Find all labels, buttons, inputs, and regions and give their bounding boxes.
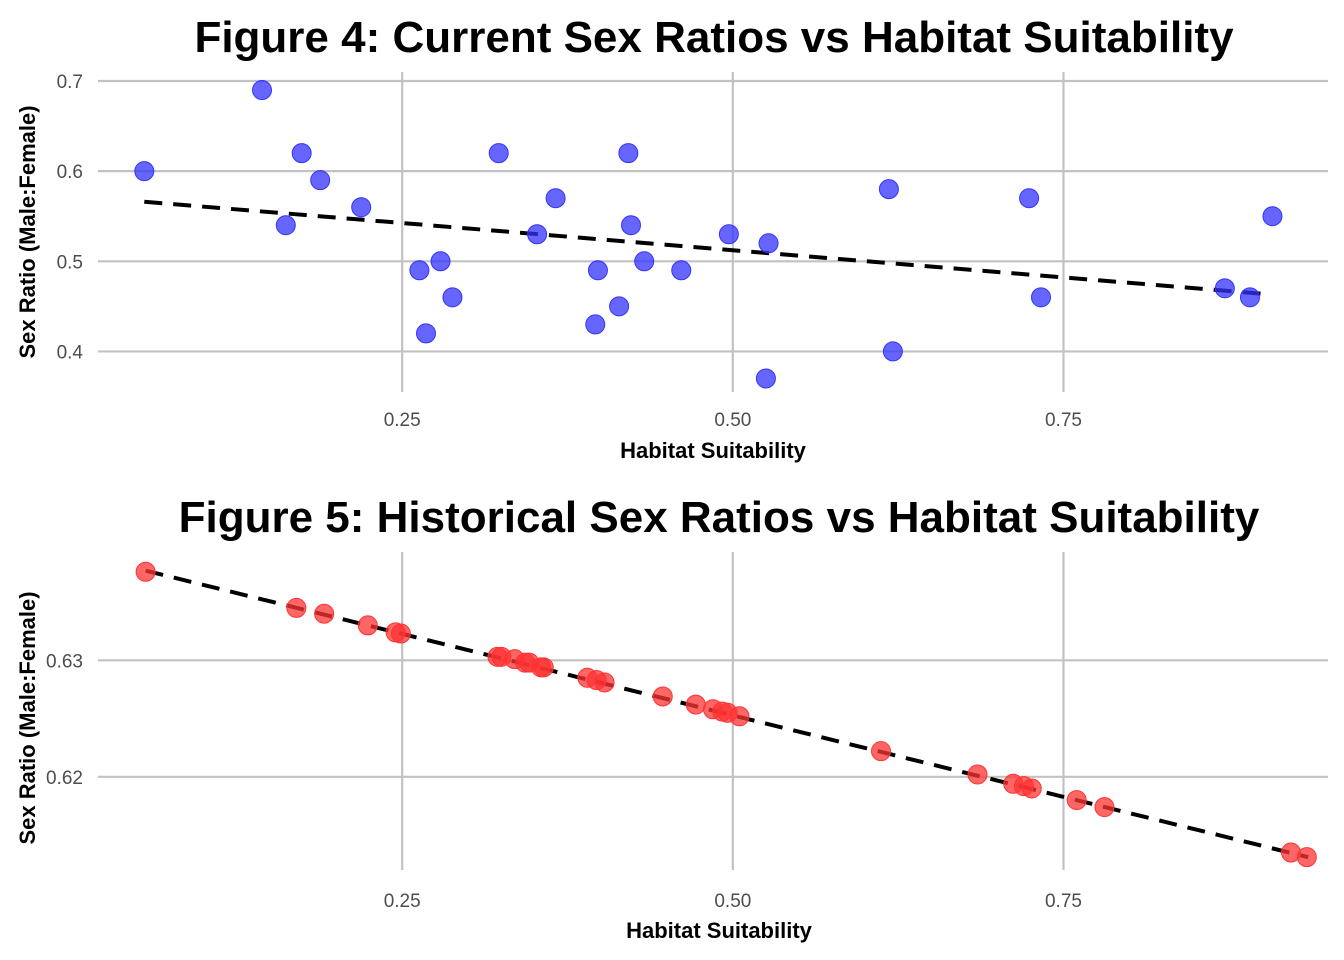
figure-5-y-tick-label: 0.63 <box>46 651 83 672</box>
figure-4-data-point <box>275 215 296 236</box>
figure-5-data-point <box>1296 847 1317 868</box>
figure-4-data-point <box>882 341 903 362</box>
figure-4-data-point <box>1262 206 1283 227</box>
figure-4-data-point <box>527 224 548 245</box>
figure-4-data-point <box>1239 287 1260 308</box>
figure-4-x-ticks: 0.25 0.50 0.75 <box>384 410 1082 431</box>
figure-4-data-point <box>430 251 451 272</box>
figure-4-trend-line <box>144 199 1263 296</box>
figure-5-data-point <box>1066 790 1087 811</box>
figure-4-data-point <box>134 161 155 182</box>
figure-4-data-point <box>634 251 655 272</box>
figure-5-data-point <box>286 597 307 618</box>
figure-4-y-tick-label: 0.7 <box>57 72 83 93</box>
figure-5-x-tick-label: 0.50 <box>714 891 751 912</box>
figure-4-x-axis-label: Habitat Suitability <box>620 438 807 463</box>
figure-5-data-point <box>685 694 706 715</box>
figure-4-x-tick-label: 0.50 <box>714 410 751 431</box>
figure-5-x-ticks: 0.25 0.50 0.75 <box>384 891 1082 912</box>
figure-4-data-point <box>755 368 776 389</box>
figure-5-data-point <box>390 623 411 644</box>
figure-5-data-point <box>533 657 554 678</box>
figure-4-x-tick-label: 0.25 <box>384 410 421 431</box>
figure-5-data-point <box>1094 797 1115 818</box>
figure-5-data-point <box>729 706 750 727</box>
figure-5-data-point <box>135 561 156 582</box>
figure-4-y-ticks: 0.4 0.5 0.6 0.7 <box>57 72 84 363</box>
figure-4-data-point <box>718 224 739 245</box>
figure-4-data-point <box>488 143 509 164</box>
figure-4-data-point <box>252 80 272 101</box>
figure-4-data-point <box>587 260 608 281</box>
figure-5-points <box>135 561 1317 868</box>
figure-4-data-point <box>1031 287 1051 308</box>
figure-4-y-tick-label: 0.4 <box>57 342 84 363</box>
figure-4-y-tick-label: 0.6 <box>57 162 83 183</box>
figure-4-data-point <box>671 260 692 281</box>
figure-5-trend-layer <box>145 568 1309 860</box>
figure-4-data-point <box>351 197 372 218</box>
figure-4-panel: Figure 4: Current Sex Ratios vs Habitat … <box>15 13 1328 463</box>
figure-5-data-point <box>594 672 615 693</box>
figure-4-data-point <box>1214 278 1235 299</box>
figure-5-y-tick-label: 0.62 <box>46 768 83 789</box>
figure-4-title: Figure 4: Current Sex Ratios vs Habitat … <box>194 13 1234 62</box>
figure-5-x-tick-label: 0.25 <box>384 891 421 912</box>
figure-4-y-tick-label: 0.5 <box>57 252 83 273</box>
figure-4-data-point <box>409 260 430 281</box>
figure-4-data-point <box>545 188 566 209</box>
figure-4-points <box>134 80 1283 389</box>
figure-5-data-point <box>652 686 673 707</box>
figure-4-grid <box>98 72 1328 392</box>
figure-4-data-point <box>442 287 463 308</box>
figure-4-data-point <box>878 179 899 200</box>
figure-5-panel: Figure 5: Historical Sex Ratios vs Habit… <box>15 493 1328 943</box>
figure-4-trend-layer <box>144 199 1263 296</box>
figure-5-data-point <box>870 741 891 762</box>
figure-5-x-axis-label: Habitat Suitability <box>626 918 813 943</box>
figure-5-data-point <box>314 603 335 624</box>
figure-5-data-point <box>357 615 378 636</box>
figure-4-data-point <box>618 143 639 164</box>
figure-4-data-point <box>416 323 436 344</box>
figure-4-data-point <box>291 143 312 164</box>
figure-5-trend-line <box>145 568 1309 860</box>
figure-4-y-axis-label: Sex Ratio (Male:Female) <box>15 105 40 358</box>
figure-4-data-point <box>609 296 630 317</box>
figure-4-data-point <box>1019 188 1040 209</box>
figure-4-data-point <box>758 233 779 254</box>
figure-4-data-point <box>621 215 641 236</box>
figure-5-data-point <box>1021 778 1042 799</box>
figure-5-y-axis-label: Sex Ratio (Male:Female) <box>15 591 40 844</box>
figure-5-title: Figure 5: Historical Sex Ratios vs Habit… <box>179 493 1260 542</box>
figure-4-data-point <box>310 170 331 191</box>
figure-5-y-ticks: 0.62 0.63 <box>46 651 83 788</box>
figure-5-x-tick-label: 0.75 <box>1045 891 1082 912</box>
figure-5-data-point <box>967 764 988 785</box>
figure-4-x-tick-label: 0.75 <box>1045 410 1082 431</box>
figure-4-data-point <box>585 314 606 335</box>
